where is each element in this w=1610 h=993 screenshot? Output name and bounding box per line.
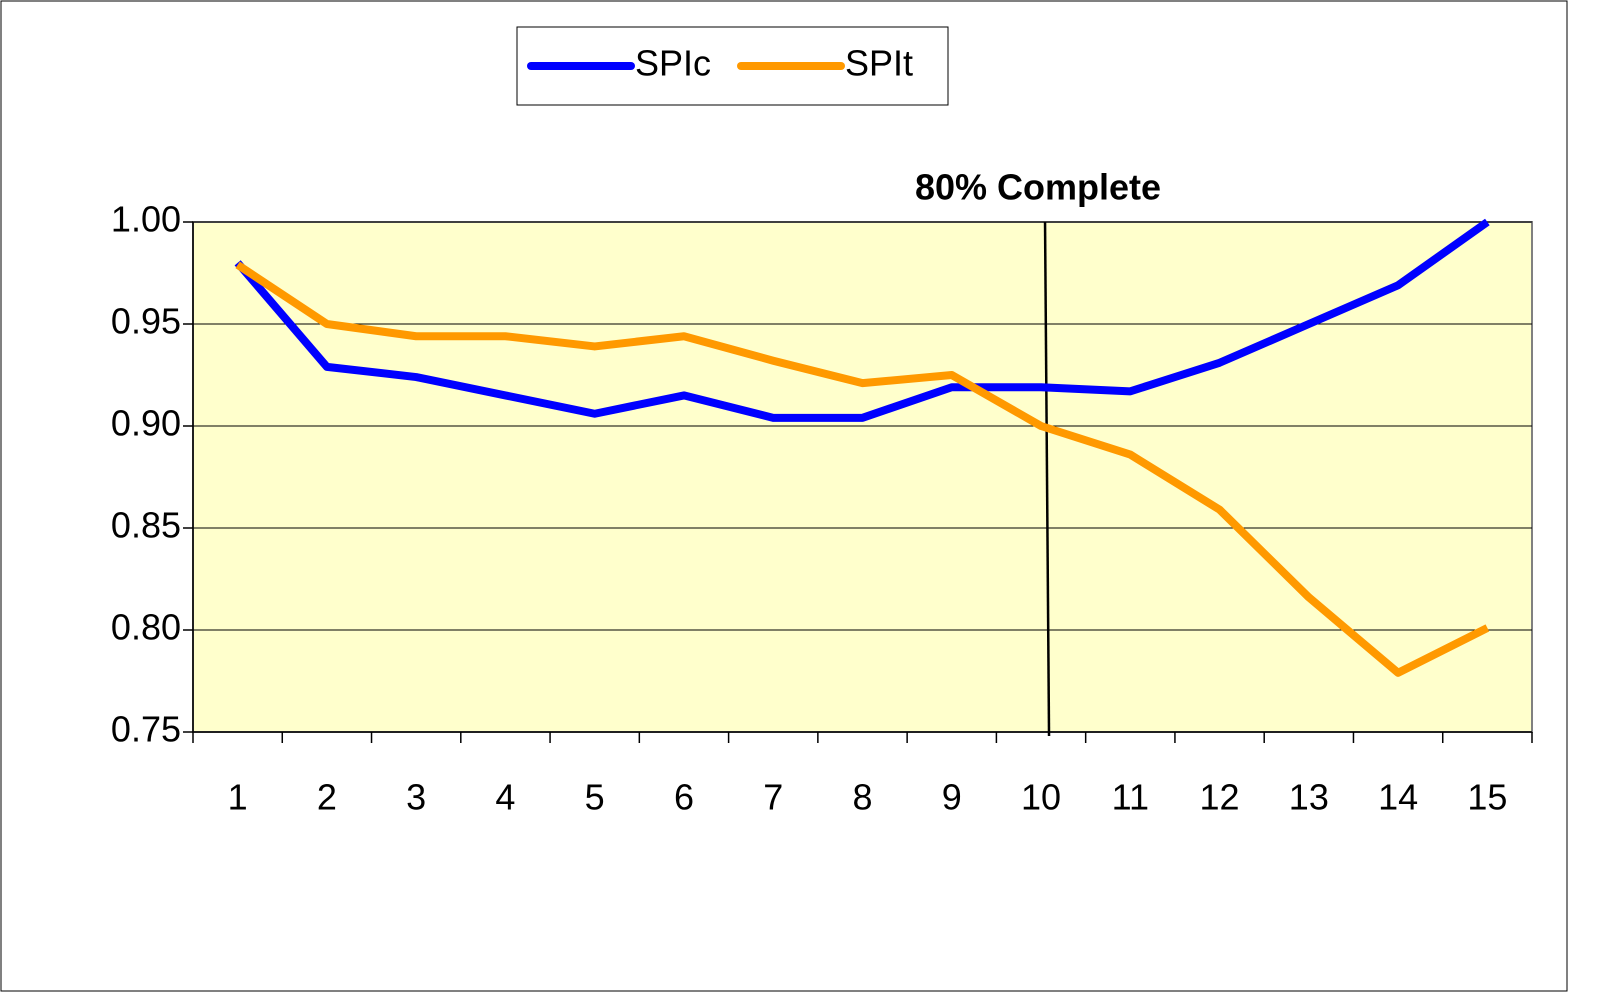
x-tick-label: 8	[852, 777, 872, 818]
legend-label: SPIt	[845, 43, 913, 84]
y-tick-label: 0.90	[111, 403, 181, 444]
legend-label: SPIc	[635, 43, 711, 84]
series-line	[235, 261, 1490, 677]
x-tick-label: 4	[495, 777, 515, 818]
x-tick-label: 15	[1467, 777, 1507, 818]
y-tick-label: 1.00	[111, 199, 181, 240]
x-tick-label: 1	[228, 777, 248, 818]
annotation-line	[1043, 221, 1051, 737]
y-tick-label: 0.75	[111, 709, 181, 750]
plot-area	[192, 221, 1533, 733]
x-tick-label: 14	[1378, 777, 1418, 818]
x-tick-label: 5	[585, 777, 605, 818]
series-line	[234, 218, 1490, 422]
x-tick-label: 6	[674, 777, 694, 818]
x-tick-label: 10	[1021, 777, 1061, 818]
x-tick-label: 9	[942, 777, 962, 818]
x-tick-label: 2	[317, 777, 337, 818]
x-tick-label: 12	[1200, 777, 1240, 818]
y-tick-label: 0.95	[111, 301, 181, 342]
annotation-text: 80% Complete	[915, 167, 1161, 208]
y-tick-label: 0.85	[111, 505, 181, 546]
x-tick-label: 7	[763, 777, 783, 818]
x-tick-label: 13	[1289, 777, 1329, 818]
y-tick-label: 0.80	[111, 607, 181, 648]
x-tick-label: 3	[406, 777, 426, 818]
x-tick-label: 11	[1112, 777, 1149, 818]
